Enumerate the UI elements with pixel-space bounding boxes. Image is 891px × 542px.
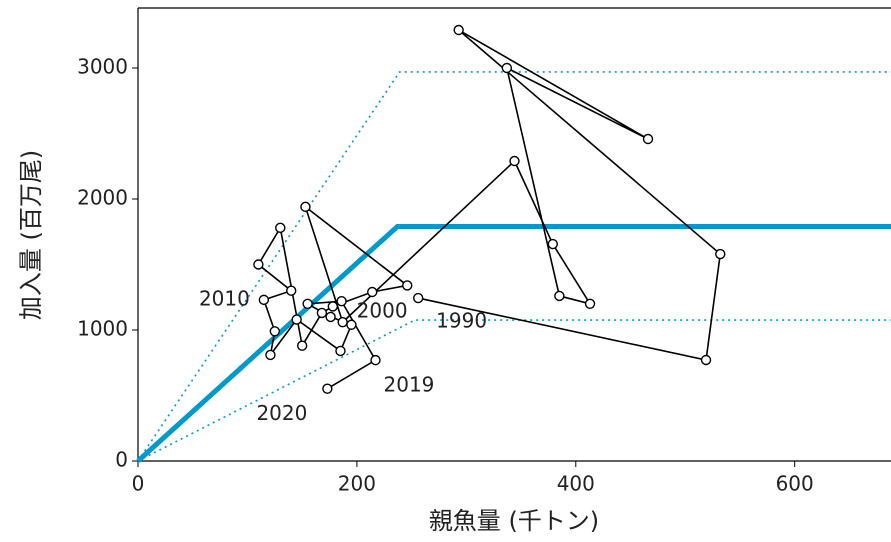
point <box>584 298 596 309</box>
point <box>412 292 424 304</box>
point <box>258 294 270 306</box>
x-axis-title: 親魚量 (千トン) <box>429 507 599 535</box>
year-label: 2000 <box>357 299 408 323</box>
point <box>346 319 357 330</box>
point <box>291 314 302 325</box>
point <box>325 311 336 323</box>
trajectory-line <box>257 29 722 390</box>
point <box>700 354 712 366</box>
point <box>316 307 328 319</box>
point <box>302 298 313 309</box>
band-line <box>137 71 891 462</box>
x-tick-label: 400 <box>557 472 595 496</box>
point <box>269 326 281 337</box>
year-label: 2019 <box>384 373 435 397</box>
point <box>501 62 513 74</box>
x-tick-label: 200 <box>338 472 376 496</box>
point <box>554 290 565 302</box>
point <box>367 286 378 298</box>
point <box>265 349 276 361</box>
point <box>337 316 348 328</box>
point <box>286 285 297 296</box>
y-tick-label: 0 <box>115 448 128 472</box>
point <box>509 155 520 167</box>
point <box>402 280 413 291</box>
year-label: 2020 <box>256 401 307 425</box>
year-label: 2010 <box>199 286 250 310</box>
point <box>336 295 347 307</box>
y-tick-label: 2000 <box>77 185 128 209</box>
point <box>296 340 308 351</box>
band-line <box>137 319 891 462</box>
point <box>547 238 559 250</box>
point <box>370 354 381 366</box>
x-tick-label: 0 <box>132 472 145 496</box>
point <box>715 248 726 260</box>
point <box>453 24 464 36</box>
fit-line <box>136 224 891 463</box>
point <box>275 222 286 234</box>
y-tick-label: 1000 <box>77 316 128 340</box>
y-axis-title: 加入量 (百万尾) <box>17 150 45 320</box>
point <box>335 345 346 357</box>
x-tick-label: 600 <box>776 472 814 496</box>
point <box>642 133 654 145</box>
y-tick-label: 3000 <box>77 54 128 78</box>
point <box>322 383 333 394</box>
year-label: 1990 <box>436 309 487 333</box>
point <box>253 259 264 270</box>
point <box>327 301 339 312</box>
point <box>300 201 311 213</box>
